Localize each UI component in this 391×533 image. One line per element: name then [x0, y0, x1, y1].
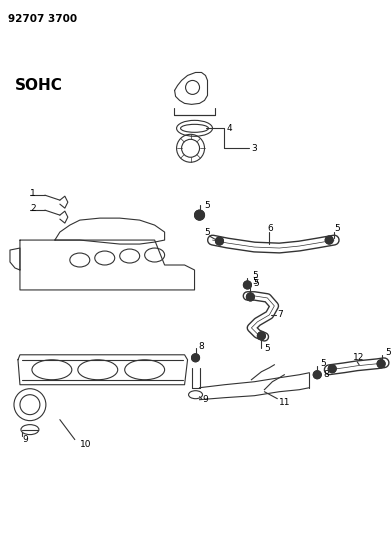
Text: 8: 8 [199, 342, 204, 351]
Circle shape [328, 365, 336, 373]
Text: 5: 5 [253, 278, 258, 286]
Text: 5: 5 [204, 200, 210, 209]
Text: 5: 5 [253, 271, 258, 280]
Text: 6: 6 [267, 223, 273, 232]
Text: 5: 5 [320, 359, 326, 368]
Text: 5: 5 [334, 223, 340, 232]
Text: 8: 8 [323, 370, 329, 379]
Text: 10: 10 [80, 440, 91, 449]
Text: 12: 12 [353, 353, 364, 362]
Text: 5: 5 [385, 348, 391, 357]
Circle shape [215, 237, 224, 245]
Text: 11: 11 [279, 398, 291, 407]
Text: SOHC: SOHC [15, 78, 63, 93]
Text: 7: 7 [277, 310, 283, 319]
Text: 92707 3700: 92707 3700 [8, 13, 77, 23]
Circle shape [192, 354, 199, 362]
Circle shape [195, 210, 204, 220]
Circle shape [377, 360, 385, 368]
Text: 3: 3 [251, 144, 257, 153]
Text: 9: 9 [22, 435, 28, 444]
Circle shape [244, 281, 251, 289]
Circle shape [313, 371, 321, 379]
Text: 1: 1 [30, 189, 36, 198]
Text: 5: 5 [264, 344, 270, 353]
Circle shape [325, 236, 333, 244]
Text: 4: 4 [226, 124, 232, 133]
Text: 5: 5 [204, 228, 210, 237]
Circle shape [246, 293, 255, 301]
Circle shape [257, 332, 265, 340]
Text: 2: 2 [30, 204, 36, 213]
Text: 5: 5 [253, 279, 259, 288]
Text: 9: 9 [203, 395, 208, 404]
